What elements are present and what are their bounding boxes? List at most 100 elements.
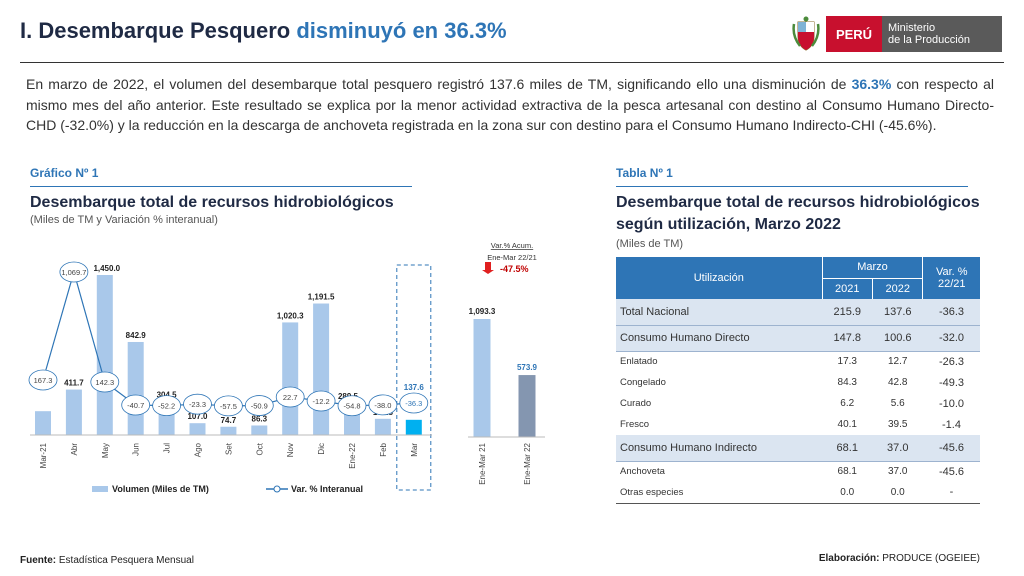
variation-bubble <box>399 392 429 414</box>
logo-peru-box: PERÚ <box>826 16 882 52</box>
variation-bubble <box>368 394 398 416</box>
variation-label: -50.9 <box>251 402 268 411</box>
accum-x-tick-label: Ene-Mar 22 <box>523 442 532 484</box>
variation-bubble <box>306 390 336 412</box>
table-cell-2021: 84.3 <box>837 377 857 388</box>
accum-bar-1 <box>473 319 491 437</box>
table-row: Curado 6.2 5.6 -10.0 <box>616 393 980 414</box>
bar-value-label: 304.5 <box>157 390 178 399</box>
table-cell-2021: 0.0 <box>822 482 873 504</box>
table-cell-var: -26.3 <box>938 355 965 368</box>
bar-value-label: 86.3 <box>252 414 268 423</box>
page-title-highlight: disminuyó en 36.3% <box>296 18 507 43</box>
x-tick-label: Jun <box>132 443 141 456</box>
accum-x-tick-label: Ene-Mar 21 <box>478 442 487 484</box>
x-tick-label: Jul <box>163 443 172 453</box>
table-cell-2021: 40.1 <box>837 419 857 430</box>
table-header-utilizacion: Utilización <box>616 257 823 299</box>
table-row: Otras especies 0.0 0.0- <box>616 482 980 504</box>
table-cell-2022: 42.8 <box>888 377 908 388</box>
variation-bubble <box>28 369 58 391</box>
table-header-var: Var. % 22/21 <box>922 257 980 299</box>
table-cell-2021: 68.1 <box>837 466 857 478</box>
table-cell-var: -45.6 <box>922 435 980 462</box>
bar-feb <box>374 418 391 435</box>
legend-bar-label: Volumen (Miles de TM) <box>112 484 209 494</box>
table-row: Enlatado 17.3 12.7 -26.3 <box>616 351 980 372</box>
table-row: Consumo Humano Directo 147.8 100.6 -32.0 <box>616 325 980 352</box>
table-cell-2021: 147.8 <box>822 325 873 352</box>
variation-bubble <box>244 395 274 416</box>
x-tick-label: May <box>101 443 110 458</box>
bar-dic <box>313 303 330 435</box>
bar-value-label: 1,191.5 <box>308 293 335 302</box>
accum-variation-value: -47.5% <box>500 264 529 274</box>
variation-label: -52.2 <box>158 402 175 411</box>
variation-label: -54.8 <box>343 402 360 411</box>
variation-label: -36.3 <box>405 399 422 408</box>
footer-elaboration-text: PRODUCE (OGEIEE) <box>879 553 980 564</box>
chart-subtitle: (Miles de TM y Variación % interanual) <box>30 214 218 226</box>
table-cell-label: Anchoveta <box>620 466 665 478</box>
table-cell-var: -45.6 <box>938 465 965 478</box>
footer-elaboration: Elaboración: PRODUCE (OGEIEE) <box>819 553 980 564</box>
table-row: Total Nacional 215.9 137.6 -36.3 <box>616 299 980 326</box>
table-header-marzo: Marzo <box>822 257 923 278</box>
table-body: Total Nacional 215.9 137.6 -36.3 Consumo Hum… <box>616 299 980 504</box>
table-cell-2022: 39.5 <box>888 419 908 430</box>
table-cell-label: Consumo Humano Directo <box>616 325 823 352</box>
intro-highlight: 36.3% <box>851 76 892 92</box>
x-tick-label: Set <box>224 442 233 455</box>
accum-annotation-line-1: Var.% Acum. <box>491 241 533 250</box>
x-tick-label: Nov <box>286 443 295 457</box>
table-header-2022: 2022 <box>872 277 923 299</box>
bar-nov <box>282 322 299 435</box>
table-cell-2021: 215.9 <box>822 299 873 326</box>
table-title-line-2: según utilización, Marzo 2022 <box>616 216 841 233</box>
chart-label: Gráfico Nº 1 <box>30 166 99 180</box>
page-title: I. Desembarque Pesquero disminuyó en 36.… <box>20 18 507 44</box>
bar-value-label: 74.7 <box>221 416 237 425</box>
x-tick-label: Mar <box>410 443 419 457</box>
current-month-frame <box>396 264 432 491</box>
variation-label: 22.7 <box>283 393 298 402</box>
variation-bubble <box>90 371 120 393</box>
bar-value-label: 1,450.0 <box>93 264 120 273</box>
table-cell-var: -10.0 <box>938 397 965 410</box>
down-arrow-icon <box>482 262 494 274</box>
footer-source-label: Fuente: <box>20 555 57 566</box>
x-tick-label: Dic <box>317 443 326 455</box>
table-cell-label: Enlatado <box>620 356 658 368</box>
table-cell-label: Total Nacional <box>616 299 823 326</box>
variation-bubble <box>59 261 89 283</box>
table-cell-var: -49.3 <box>938 376 965 389</box>
logo-ministerio-line-1: Ministerio <box>888 22 936 34</box>
table-row: Congelado 84.3 42.8 -49.3 <box>616 372 980 393</box>
x-tick-label: Abr <box>70 443 79 456</box>
variation-bubble <box>183 393 212 415</box>
table-cell-2021: 6.2 <box>840 398 855 409</box>
legend-line-label: Var. % Interanual <box>291 484 363 494</box>
table-cell-2021: 17.3 <box>837 356 857 368</box>
accum-bar-2 <box>518 375 536 437</box>
bar-mar <box>405 419 422 435</box>
intro-text-1: En marzo de 2022, el volumen del desemba… <box>26 76 852 92</box>
table-cell-2022: 37.0 <box>872 435 923 462</box>
intro-paragraph: En marzo de 2022, el volumen del desemba… <box>26 74 994 136</box>
table-cell-label: Congelado <box>620 377 666 388</box>
table-cell-var: - <box>922 482 980 504</box>
variation-bubble <box>213 395 243 417</box>
intro-text-2: con respecto al mismo mes del año anteri… <box>26 76 995 133</box>
x-tick-label: Feb <box>379 442 388 456</box>
accum-annotation-line-2: Ene-Mar 22/21 <box>487 253 537 262</box>
bar-value-label: 842.9 <box>126 331 147 340</box>
legend-bar-swatch <box>92 486 108 492</box>
bar-oct <box>251 425 268 435</box>
page-title-main: I. Desembarque Pesquero <box>20 18 297 43</box>
table-label: Tabla Nº 1 <box>616 166 673 180</box>
x-tick-label: Ago <box>194 442 203 457</box>
bar-ago <box>189 423 206 435</box>
table-cell-2022: 137.6 <box>872 299 923 326</box>
footer-elaboration-label: Elaboración: <box>818 553 880 564</box>
